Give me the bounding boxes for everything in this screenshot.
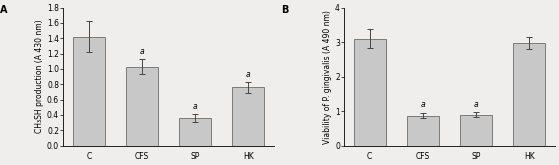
Y-axis label: Viability of P. gingivalis (A 490 nm): Viability of P. gingivalis (A 490 nm) [323,10,332,144]
Text: a: a [420,100,425,109]
Bar [460,115,492,146]
Y-axis label: CH₃SH production (A 430 nm): CH₃SH production (A 430 nm) [35,20,44,133]
Bar [179,118,211,146]
Text: B: B [281,5,288,15]
Text: a: a [246,69,251,79]
Bar [233,87,264,146]
Bar [73,37,105,146]
Text: a: a [474,100,479,109]
Bar [354,39,386,146]
Bar [407,116,439,146]
Text: a: a [140,47,144,56]
Text: A: A [0,5,7,15]
Text: a: a [193,102,197,111]
Bar [513,43,545,146]
Bar [126,67,158,146]
